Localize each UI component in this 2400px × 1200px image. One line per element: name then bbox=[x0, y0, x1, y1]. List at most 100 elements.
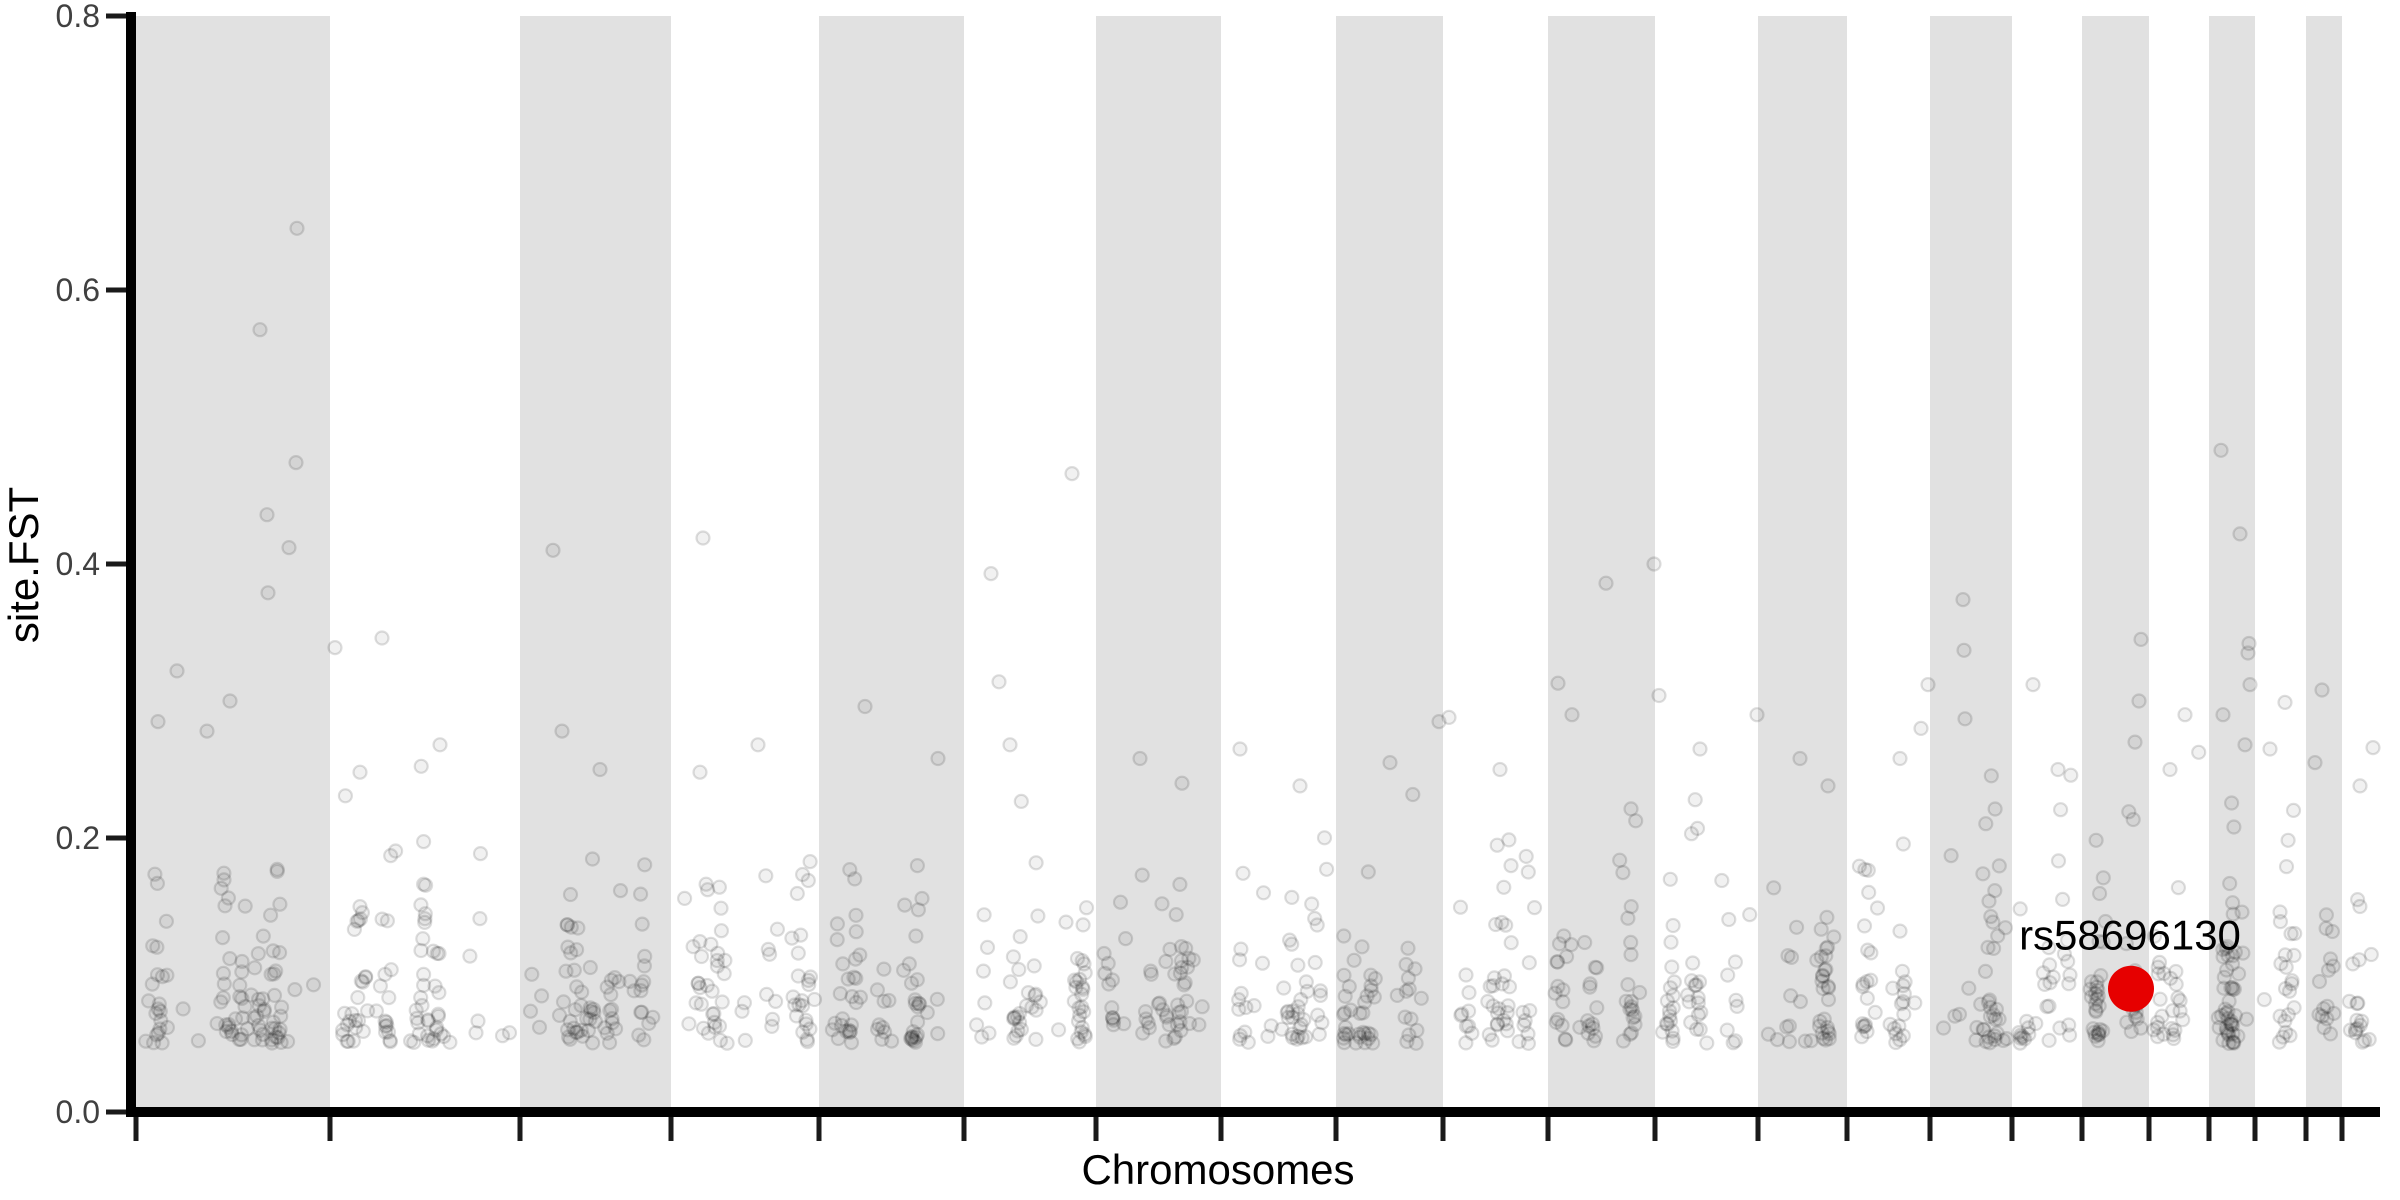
data-point bbox=[462, 948, 478, 964]
data-point bbox=[379, 1017, 395, 1034]
data-point bbox=[1351, 1026, 1367, 1042]
data-point bbox=[1481, 1026, 1497, 1043]
data-point bbox=[263, 907, 279, 923]
data-point bbox=[1995, 1032, 2011, 1049]
data-point bbox=[1274, 1021, 1290, 1037]
data-point bbox=[1006, 1009, 1023, 1025]
outlier-point bbox=[352, 764, 368, 780]
data-point bbox=[2275, 1029, 2291, 1045]
data-point bbox=[1515, 1004, 1531, 1021]
chromosome-bands bbox=[136, 16, 2342, 1112]
data-point bbox=[1491, 1001, 1507, 1017]
data-point bbox=[337, 788, 353, 804]
data-point bbox=[707, 1019, 723, 1035]
data-point bbox=[1769, 1031, 1786, 1048]
data-point bbox=[1030, 908, 1046, 924]
data-point bbox=[2361, 1031, 2377, 1048]
data-point bbox=[272, 1021, 288, 1037]
data-point bbox=[216, 865, 232, 881]
data-point bbox=[848, 924, 864, 940]
data-point bbox=[2216, 969, 2232, 985]
data-point bbox=[1013, 1021, 1030, 1038]
data-point bbox=[1178, 940, 1194, 957]
data-point bbox=[1298, 974, 1314, 990]
data-point bbox=[1991, 858, 2007, 874]
data-point bbox=[2042, 957, 2058, 973]
outlier-point bbox=[259, 507, 275, 523]
data-point bbox=[345, 1033, 361, 1049]
data-point bbox=[2352, 898, 2368, 915]
data-point bbox=[2347, 1022, 2364, 1038]
data-point bbox=[567, 1002, 583, 1018]
data-point bbox=[1623, 801, 1639, 817]
data-point bbox=[1232, 1027, 1248, 1044]
outlier-point bbox=[991, 674, 1007, 690]
data-point bbox=[2097, 913, 2114, 930]
data-point bbox=[2322, 1026, 2339, 1042]
data-point bbox=[793, 927, 809, 943]
data-point bbox=[806, 991, 823, 1008]
data-point bbox=[1177, 974, 1193, 991]
data-point bbox=[695, 1020, 712, 1036]
data-point bbox=[2215, 941, 2231, 958]
data-point bbox=[1074, 979, 1091, 995]
data-point bbox=[1977, 963, 1994, 980]
data-point bbox=[347, 1012, 364, 1029]
data-point bbox=[1355, 1024, 1371, 1041]
data-point bbox=[1907, 995, 1923, 1011]
data-point bbox=[908, 928, 924, 944]
data-point bbox=[802, 1021, 818, 1037]
data-point bbox=[758, 986, 775, 1003]
data-point bbox=[1729, 998, 1745, 1015]
data-point bbox=[1078, 900, 1095, 916]
data-point bbox=[2284, 976, 2300, 992]
data-point bbox=[2219, 1022, 2235, 1039]
data-point bbox=[1727, 1033, 1744, 1049]
data-point bbox=[843, 1034, 860, 1051]
data-point bbox=[1511, 1033, 1527, 1050]
data-point bbox=[558, 963, 574, 979]
data-point bbox=[2318, 920, 2334, 937]
data-point bbox=[789, 885, 805, 902]
data-point bbox=[2214, 1007, 2230, 1024]
data-point bbox=[305, 977, 322, 993]
data-point bbox=[1654, 1024, 1671, 1040]
data-point bbox=[1987, 1011, 2004, 1028]
data-point bbox=[1348, 1035, 1364, 1051]
data-point bbox=[1357, 1035, 1373, 1051]
data-point bbox=[582, 1011, 598, 1027]
y-tick bbox=[106, 561, 126, 567]
data-point bbox=[713, 923, 730, 939]
outlier-point bbox=[1550, 675, 1566, 691]
data-point bbox=[690, 975, 706, 991]
data-point bbox=[1070, 1031, 1086, 1047]
data-point bbox=[1683, 973, 1700, 989]
data-point bbox=[876, 961, 892, 977]
data-point bbox=[874, 1031, 890, 1047]
data-point bbox=[1096, 945, 1112, 962]
data-point bbox=[1720, 967, 1736, 983]
data-point bbox=[1074, 986, 1090, 1002]
data-point bbox=[603, 972, 619, 988]
y-tick bbox=[106, 1109, 126, 1115]
data-point bbox=[2090, 988, 2106, 1004]
data-point bbox=[2167, 1022, 2183, 1038]
data-point bbox=[2319, 1011, 2335, 1027]
x-axis-title: Chromosomes bbox=[1081, 1146, 1354, 1193]
data-point bbox=[904, 1031, 920, 1048]
data-point bbox=[1580, 1013, 1596, 1029]
data-point bbox=[1555, 994, 1571, 1010]
data-point bbox=[1857, 1017, 1874, 1033]
data-point bbox=[904, 1028, 920, 1045]
data-point bbox=[377, 1018, 394, 1034]
data-point bbox=[426, 1031, 442, 1047]
data-point bbox=[1988, 1001, 2005, 1017]
data-point bbox=[1337, 988, 1353, 1004]
x-tick bbox=[2146, 1117, 2152, 1141]
data-point bbox=[2089, 979, 2105, 995]
x-axis-line bbox=[126, 1107, 2380, 1117]
data-point bbox=[1028, 986, 1044, 1002]
data-point bbox=[711, 1018, 728, 1034]
data-point bbox=[234, 953, 250, 970]
data-point bbox=[582, 1003, 599, 1019]
